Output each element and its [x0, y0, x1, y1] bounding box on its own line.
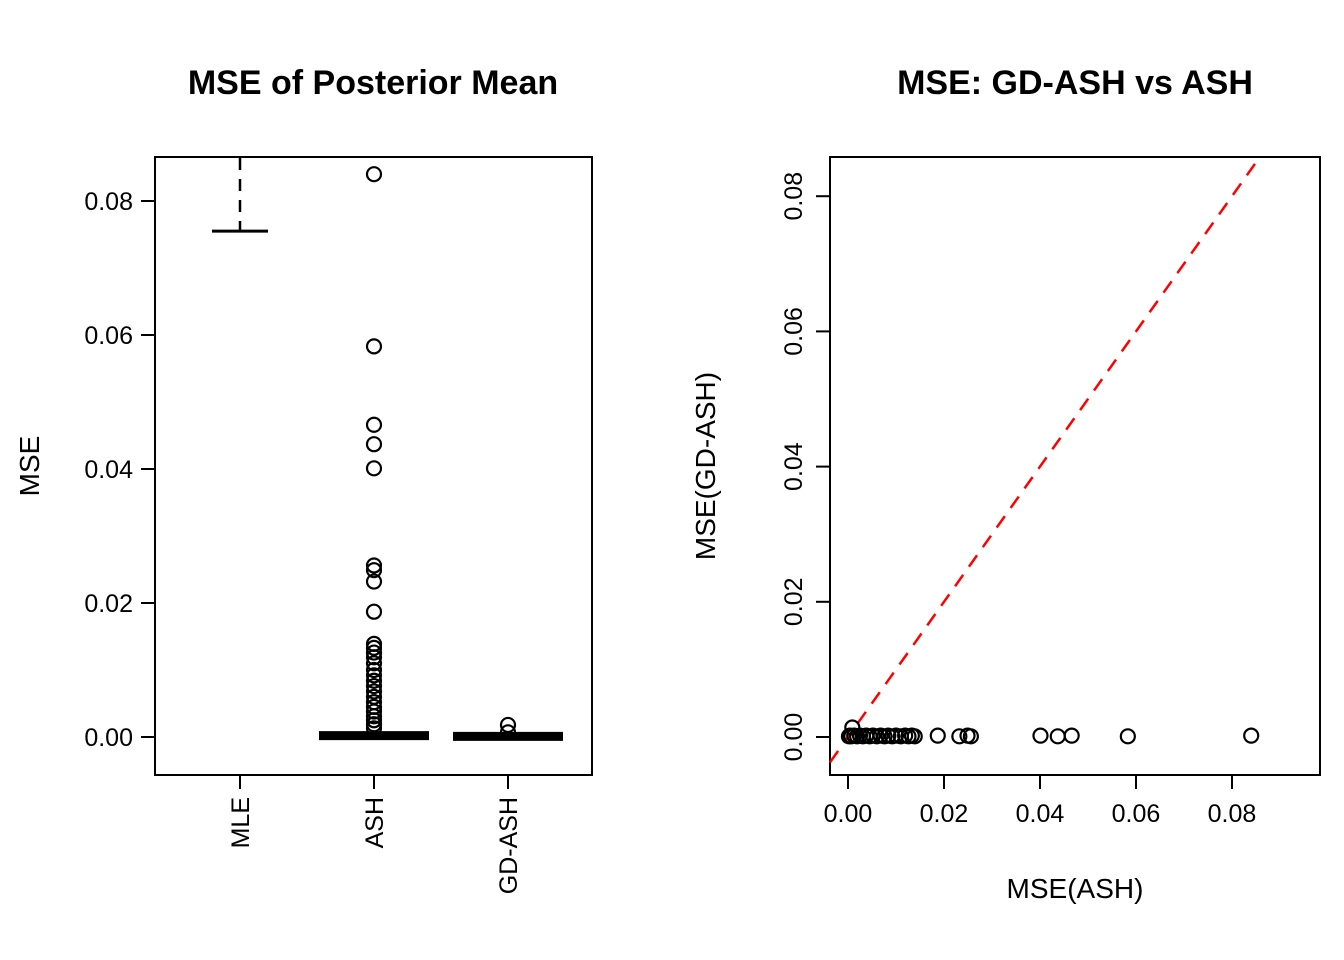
scatter-point [1119, 728, 1136, 745]
outlier-point [365, 436, 383, 453]
outlier-point [365, 644, 383, 661]
scatter-point [1063, 727, 1080, 744]
scatter-point [1032, 727, 1049, 744]
scatter-point [1049, 728, 1066, 745]
boxplot-ytick-label: 0.06 [84, 322, 133, 350]
outlier-point [365, 672, 383, 689]
outlier-point [365, 639, 383, 656]
scatter-point [1243, 727, 1260, 744]
scatter-y-axis-label: MSE(GD-ASH) [690, 371, 721, 561]
outlier-point [365, 661, 383, 679]
boxplot-ytick-label: 0.04 [84, 456, 133, 484]
outlier-point [365, 703, 383, 720]
identity-reference-line [828, 156, 1261, 764]
outlier-point [499, 724, 517, 741]
outlier-point [365, 338, 383, 355]
outlier-point [365, 557, 383, 574]
outlier-point [365, 655, 383, 672]
outlier-point [365, 677, 383, 695]
scatter-ytick-label: 0.02 [780, 577, 808, 626]
outlier-point [499, 716, 517, 734]
outlier-point [365, 649, 383, 666]
scatter-x-axis-label: MSE(ASH) [1006, 873, 1144, 904]
outlier-point [365, 667, 383, 684]
scatter-point [962, 728, 979, 745]
outlier-point [365, 460, 383, 477]
boxplot-ytick-label: 0.08 [84, 188, 133, 216]
scatter-xtick-label: 0.08 [1208, 800, 1257, 828]
scatter-ytick-label: 0.06 [780, 307, 808, 356]
boxplot-y-axis-label: MSE [14, 435, 45, 497]
outlier-point [365, 573, 383, 590]
boxplot-category-label: MLE [227, 797, 255, 848]
scatter-xtick-label: 0.00 [824, 800, 873, 828]
boxplot-ytick-label: 0.00 [84, 724, 133, 752]
outlier-point [365, 720, 383, 737]
scatter-point [951, 728, 968, 745]
scatter-frame [829, 156, 1321, 776]
scatter-ytick-label: 0.00 [780, 713, 808, 762]
scatter-xtick-label: 0.04 [1016, 800, 1065, 828]
scatter-title: MSE: GD-ASH vs ASH [897, 64, 1253, 102]
scatter-xtick-label: 0.06 [1112, 800, 1161, 828]
scatter-ytick-label: 0.04 [780, 442, 808, 491]
boxplot-ytick-label: 0.02 [84, 590, 133, 618]
boxplot-category-label: ASH [361, 797, 389, 848]
outlier-point [365, 562, 383, 579]
outlier-point [365, 603, 383, 620]
scatter-point [906, 728, 923, 745]
scatter-point [929, 727, 946, 744]
outlier-point [365, 416, 383, 433]
boxplot-title: MSE of Posterior Mean [187, 64, 559, 102]
outlier-point [365, 683, 383, 700]
scatter-xtick-label: 0.02 [920, 800, 969, 828]
outlier-point [365, 166, 383, 183]
boxplot-category-label: GD-ASH [495, 797, 523, 894]
scatter-ytick-label: 0.08 [780, 172, 808, 221]
